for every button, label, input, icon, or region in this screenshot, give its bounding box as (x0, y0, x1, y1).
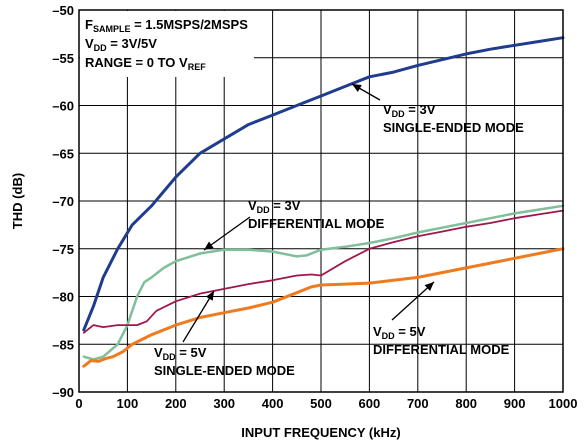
x-tick-label: 100 (117, 396, 139, 411)
x-tick-label: 600 (359, 396, 381, 411)
x-tick-label: 1000 (549, 396, 578, 411)
annotation-arrow-head (424, 282, 434, 292)
annotation-arrow-head (205, 291, 214, 301)
series-label-2-mode: DIFFERENTIAL MODE (248, 216, 385, 231)
condition-line-3: RANGE = 0 TO VREF (85, 55, 206, 72)
y-tick-label: –55 (52, 51, 74, 66)
y-tick-label: –60 (52, 99, 74, 114)
x-tick-label: 500 (310, 396, 332, 411)
series-label-1: VDD = 3V (383, 102, 436, 119)
y-tick-label: –65 (52, 146, 74, 161)
series-label-4-mode: DIFFERENTIAL MODE (373, 342, 510, 357)
y-tick-label: –70 (52, 194, 74, 209)
series-label-1-mode: SINGLE-ENDED MODE (383, 120, 524, 135)
plot-frame (78, 9, 564, 393)
series-label-3-mode: SINGLE-ENDED MODE (154, 363, 295, 378)
x-tick-label: 900 (504, 396, 526, 411)
annotation-arrow-line (203, 216, 251, 251)
labels-layer: 0 100 200 300 400 500 600 700 800 900 1000 –50 –55 –6… (10, 3, 577, 440)
annotation-arrow-line (391, 281, 435, 321)
x-tick-label: 0 (75, 396, 82, 411)
annotation-arrows (182, 83, 435, 343)
y-tick-label: –50 (52, 3, 74, 18)
y-tick-label: –90 (52, 385, 74, 400)
x-tick-label: 300 (213, 396, 235, 411)
x-axis-label: INPUT FREQUENCY (kHz) (241, 425, 400, 440)
series-label-2: VDD = 3V (248, 198, 301, 215)
series-label-4: VDD = 5V (373, 324, 426, 341)
series-layer (82, 36, 565, 368)
x-tick-label: 700 (407, 396, 429, 411)
y-tick-label: –85 (52, 337, 74, 352)
x-tick-label: 200 (165, 396, 187, 411)
y-axis-label: THD (dB) (10, 173, 25, 229)
annotation-arrow-head (204, 241, 214, 250)
y-tick-label: –80 (52, 290, 74, 305)
conditions-box (80, 11, 254, 77)
series-line-4 (82, 247, 565, 368)
condition-line-1: FSAMPLE = 1.5MSPS/2MSPS (85, 17, 248, 34)
series-label-3: VDD = 5V (154, 345, 207, 362)
series-line-3 (82, 209, 564, 334)
series-line-2 (82, 204, 565, 361)
x-tick-label: 400 (262, 396, 284, 411)
y-tick-label: –75 (52, 242, 74, 257)
annotation-arrow-line (182, 290, 215, 343)
condition-line-2: VDD = 3V/5V (85, 36, 157, 53)
x-tick-label: 800 (455, 396, 477, 411)
annotation-arrow-head (352, 84, 362, 92)
series-line-1 (82, 36, 565, 332)
